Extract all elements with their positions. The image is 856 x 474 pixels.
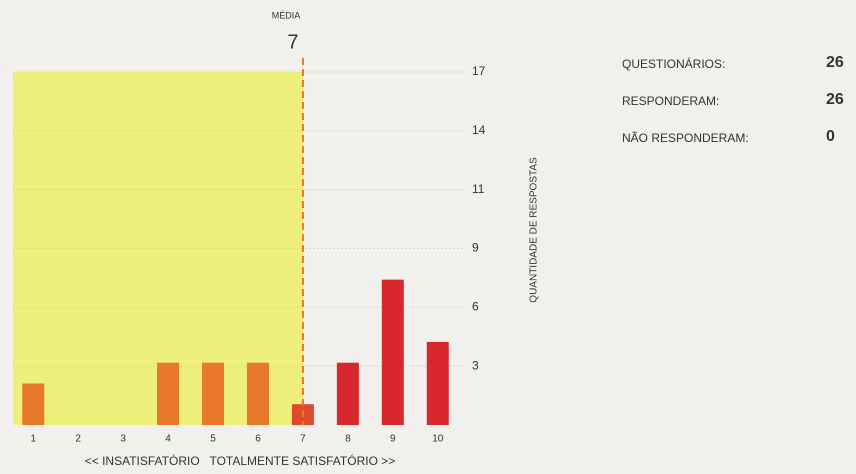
y-tick-label: 9 (472, 241, 479, 255)
x-label-left: << INSATISFATÓRIO (85, 453, 200, 468)
x-tick-label: 6 (255, 434, 261, 445)
mean-value: 7 (287, 31, 298, 53)
x-tick-label: 8 (345, 434, 351, 445)
x-tick-label: 9 (390, 434, 396, 445)
stat-label: NÃO RESPONDERAM: (622, 131, 749, 145)
bar (336, 362, 359, 425)
x-tick-label: 4 (165, 434, 171, 445)
y-tick-label: 6 (472, 299, 479, 313)
y-tick-label: 11 (472, 182, 485, 196)
stat-label: RESPONDERAM: (622, 94, 719, 108)
x-tick-label: 10 (432, 434, 444, 445)
y-tick-label: 17 (472, 64, 486, 78)
bar (202, 362, 225, 425)
x-tick-label: 1 (30, 434, 36, 445)
stat-label: QUESTIONÁRIOS: (622, 56, 725, 71)
stat-value: 0 (826, 128, 835, 145)
bar (157, 362, 180, 425)
bar (22, 383, 45, 425)
y-tick-label: 14 (472, 123, 486, 137)
x-label-right: TOTALMENTE SATISFATÓRIO >> (209, 453, 395, 468)
bar (381, 279, 404, 425)
x-tick-label: 3 (120, 434, 126, 445)
bar (246, 362, 269, 425)
x-label: << INSATISFATÓRIO TOTALMENTE SATISFATÓRI… (85, 453, 396, 468)
x-tick-label: 2 (75, 434, 81, 445)
plot: 3 6 9 11 14 17 1 2 3 4 5 6 7 8 9 10 7 QUESTIONÁRIOS: 26 RES… (13, 31, 844, 445)
x-tick-label: 7 (300, 434, 306, 445)
stat-value: 26 (826, 91, 844, 108)
y-tick-label: 3 (472, 358, 479, 372)
mean-label: MÉDIA (272, 10, 301, 20)
x-tick-label: 5 (210, 434, 216, 445)
stat-value: 26 (826, 54, 844, 71)
y-axis-label: QUANTIDADE DE RESPOSTAS (529, 157, 540, 303)
bar (426, 341, 449, 425)
